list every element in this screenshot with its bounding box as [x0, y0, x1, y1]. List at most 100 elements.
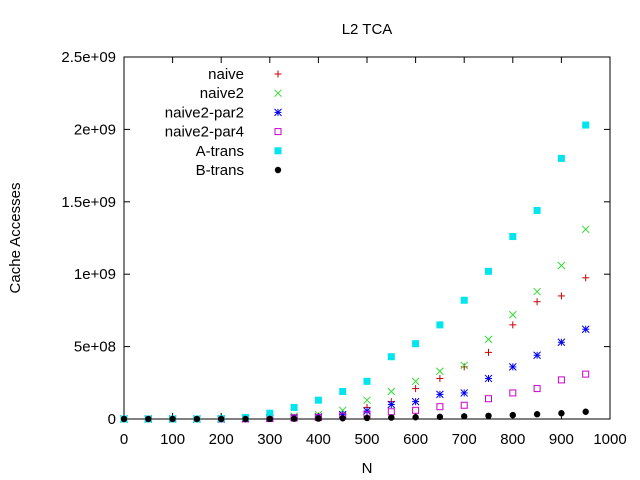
data-point [582, 121, 590, 129]
data-point [533, 351, 541, 360]
data-point [581, 225, 590, 234]
data-point [582, 408, 589, 415]
data-point [460, 296, 468, 304]
y-tick-label: 2e+09 [74, 121, 116, 138]
legend-label: naive2 [200, 85, 244, 102]
data-points [120, 121, 590, 423]
x-tick-label: 1000 [593, 431, 626, 448]
series-naive2-par2 [120, 325, 590, 423]
data-point [484, 335, 493, 344]
legend-label: naive [208, 66, 244, 83]
data-point [533, 298, 541, 306]
data-point [363, 414, 371, 422]
data-point [242, 415, 249, 423]
data-point [388, 414, 395, 421]
x-axis-label: N [362, 460, 373, 477]
data-point [412, 414, 419, 421]
legend-item: naive2 [200, 85, 282, 102]
data-point [363, 377, 371, 385]
data-point [315, 415, 322, 422]
data-point [266, 415, 273, 423]
data-point [436, 374, 444, 382]
legend-marker [274, 89, 282, 98]
data-point [412, 385, 420, 393]
data-point [582, 274, 590, 282]
data-point [509, 389, 517, 397]
series-B-trans [120, 408, 589, 423]
data-point [290, 415, 298, 422]
data-point [557, 292, 565, 300]
legend-label: B-trans [196, 162, 244, 179]
data-point [484, 374, 493, 383]
series-naive [120, 274, 590, 423]
x-tick-label: 400 [306, 431, 331, 448]
data-point [436, 413, 444, 421]
data-point [412, 340, 420, 348]
data-point [509, 411, 516, 419]
data-point [485, 267, 492, 275]
y-tick-label: 2.5e+09 [61, 49, 116, 66]
data-point [485, 412, 492, 420]
x-tick-label: 700 [452, 431, 477, 448]
data-point [120, 415, 128, 423]
data-point [460, 389, 469, 397]
data-point [485, 395, 492, 403]
data-point [436, 367, 444, 376]
x-tick-label: 0 [120, 431, 128, 448]
data-point [363, 407, 371, 415]
data-point [533, 411, 541, 418]
data-point [508, 310, 517, 319]
data-point [411, 397, 420, 406]
data-point [387, 353, 395, 361]
data-point [218, 415, 225, 423]
legend-marker [274, 108, 282, 117]
chart-title: L2 TCA [342, 21, 393, 38]
data-point [461, 413, 468, 420]
series-A-trans [120, 121, 590, 423]
legend-marker [274, 166, 282, 174]
x-tick-label: 500 [354, 431, 379, 448]
legend: naive naive2 naive2-par2 naive2-par4 A-trans… [165, 66, 282, 179]
x-tick-label: 200 [209, 431, 234, 448]
data-point [387, 408, 395, 416]
legend-label: naive2-par4 [165, 124, 244, 141]
data-point [509, 233, 517, 241]
data-point [145, 415, 152, 423]
series-naive2 [120, 225, 590, 423]
y-tick-label: 5e+08 [74, 339, 116, 356]
x-tick-label: 300 [257, 431, 282, 448]
data-point [290, 403, 298, 411]
legend-item: naive2-par2 [165, 104, 282, 121]
data-point [411, 377, 420, 386]
legend-marker [274, 147, 282, 155]
series-naive2-par4 [120, 370, 590, 423]
y-axis-label: Cache Accesses [7, 183, 24, 294]
data-point [339, 415, 346, 422]
data-point [460, 401, 468, 409]
data-point [557, 261, 566, 270]
y-tick-label: 1.5e+09 [61, 194, 116, 211]
data-point [533, 287, 541, 296]
legend-item: naive [208, 66, 282, 83]
x-tick-label: 100 [160, 431, 185, 448]
y-tick-label: 1e+09 [74, 266, 116, 283]
data-point [582, 370, 590, 378]
data-point [436, 390, 444, 399]
data-point [485, 348, 492, 356]
data-point [533, 385, 541, 393]
data-point [509, 321, 517, 329]
legend-marker [274, 70, 282, 78]
data-point [387, 400, 396, 409]
data-point [412, 406, 420, 414]
data-point [436, 403, 444, 411]
data-point [557, 376, 565, 384]
data-point [533, 206, 541, 214]
data-point [266, 409, 274, 417]
data-point [581, 325, 590, 334]
data-point [314, 396, 322, 404]
tick-labels: 0 100 200 300 400 500 600 700 800 900 1000 0 5e+08 1e… [61, 49, 626, 448]
legend-item: naive2-par4 [165, 124, 282, 141]
data-point [557, 154, 565, 162]
data-point [193, 415, 201, 423]
